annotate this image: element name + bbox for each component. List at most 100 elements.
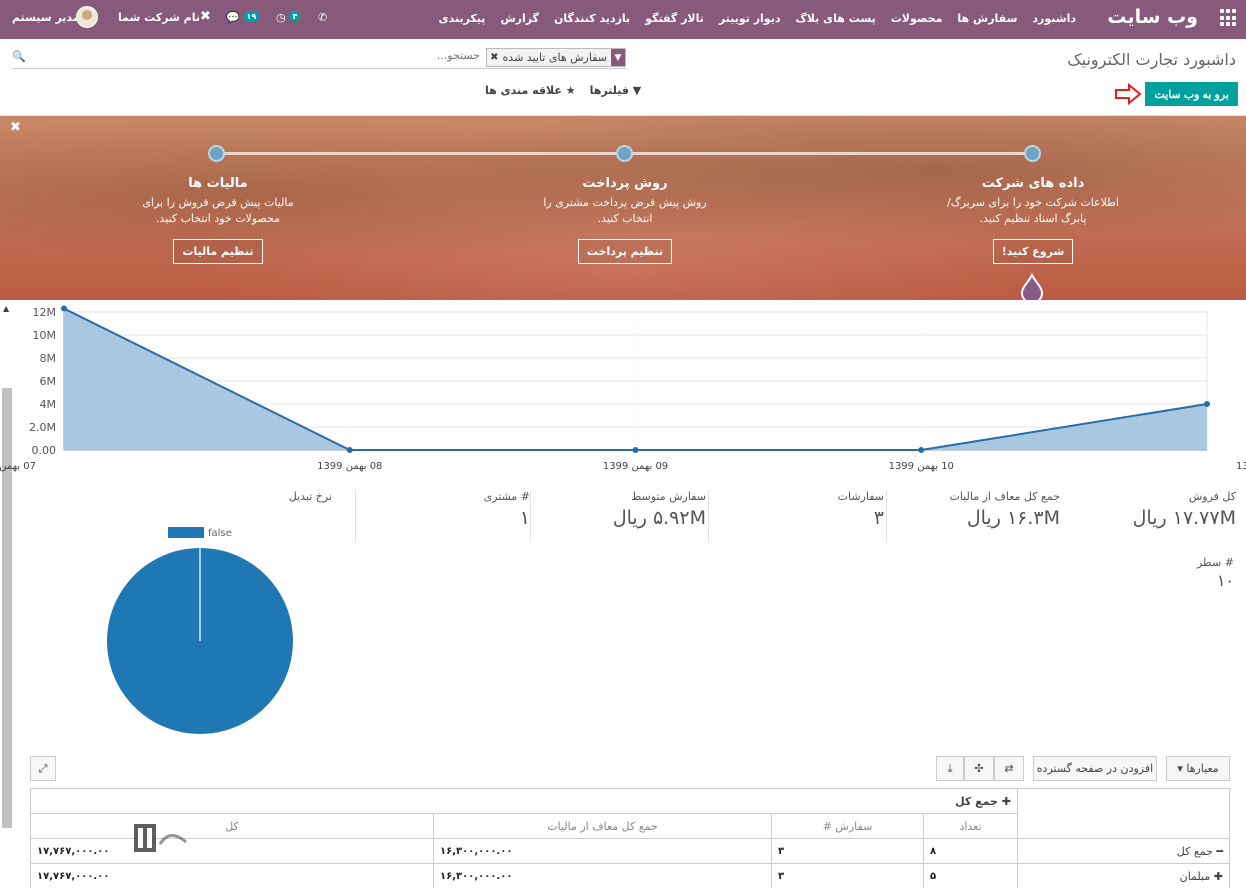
header-order-count[interactable]: سفارش # xyxy=(771,813,924,839)
y-tick-label: 2.0M xyxy=(29,421,56,434)
x-tick-label: 09 بهمن 1399 xyxy=(603,461,668,472)
phone-icon[interactable]: ✆ xyxy=(318,11,328,24)
menu-item-forum[interactable]: تالار گفتگو xyxy=(645,12,704,25)
go-to-website-button[interactable]: برو به وب سایت xyxy=(1145,82,1238,106)
cell-value[interactable]: ۸ xyxy=(923,838,1018,864)
cell-value[interactable]: ۳ xyxy=(771,838,924,864)
page-title: داشبورد تجارت الکترونیک xyxy=(1067,50,1236,69)
row-header-total[interactable]: ━ جمع کل xyxy=(1017,838,1230,864)
user-name[interactable]: مدیر سیستم xyxy=(12,11,80,24)
kpi-value: ۵.۹۲M ریال xyxy=(612,507,706,529)
step-desc: روش پیش فرض پرداخت مشتری را انتخاب کنید. xyxy=(543,196,707,225)
kpi-customers: # مشتری ۱ xyxy=(355,490,530,542)
close-icon[interactable]: ✖ xyxy=(10,120,21,135)
menu-item-dashboard[interactable]: داشبورد xyxy=(1032,12,1076,25)
kpi-label: سفارشات xyxy=(837,490,884,503)
header-quantity[interactable]: تعداد xyxy=(923,813,1018,839)
control-panel: داشبورد تجارت الکترونیک ▼ سفارش های تایی… xyxy=(0,39,1246,116)
activities-icon[interactable]: ۳ ◷ xyxy=(276,11,301,24)
kpi-lines: # سطر ۱۰ xyxy=(1197,556,1234,590)
expand-icon[interactable]: ⤢ xyxy=(30,756,56,781)
header-total[interactable]: کل xyxy=(30,813,434,839)
menu-item-visitors[interactable]: بازدید کنندگان xyxy=(553,12,631,25)
filters-dropdown[interactable]: ▼ فیلترها xyxy=(590,84,642,97)
pivot-col-group-header[interactable]: ✚ جمع کل xyxy=(30,788,1018,814)
clock-icon: ◷ xyxy=(276,11,286,24)
cell-value[interactable]: ۱۷,۷۶۷,۰۰۰.۰۰ xyxy=(30,863,434,888)
menu-item-twitter-wall[interactable]: دیوار توییتر xyxy=(718,12,781,25)
cell-value[interactable]: ۱۶,۳۰۰,۰۰۰.۰۰ xyxy=(433,863,772,888)
set-taxes-button[interactable]: تنظیم مالیات xyxy=(173,239,263,264)
cell-value[interactable]: ۵ xyxy=(923,863,1018,888)
avatar[interactable] xyxy=(76,6,98,28)
expand-all-icon[interactable]: ✣ xyxy=(964,756,994,781)
search-icon[interactable]: 🔍 xyxy=(12,50,26,63)
row-header-furniture[interactable]: ✚ مبلمان xyxy=(1017,863,1230,888)
y-tick-label: 4M xyxy=(40,398,57,411)
insert-in-spreadsheet-button[interactable]: افزودن در صفحه گسترده xyxy=(1033,756,1157,781)
app-brand[interactable]: وب سایت xyxy=(1107,6,1198,28)
facet-remove-icon[interactable]: ✖ xyxy=(490,52,499,63)
pivot-corner xyxy=(1017,788,1230,839)
y-tick-label: 12M xyxy=(33,306,57,319)
menu-item-products[interactable]: محصولات xyxy=(890,12,943,25)
x-tick-label: 08 بهمن 1399 xyxy=(317,461,382,472)
step-dot-taxes xyxy=(208,145,225,162)
menu-item-blog-posts[interactable]: پست های بلاگ xyxy=(795,12,876,25)
debug-tools-icon[interactable]: ✖ xyxy=(200,9,211,24)
table-row: ━ جمع کل ۸ ۳ ۱۶,۳۰۰,۰۰۰.۰۰ ۱۷,۷۶۷,۰۰۰.۰۰ xyxy=(30,838,1230,864)
set-payment-button[interactable]: تنظیم پرداخت xyxy=(577,239,673,264)
step-desc: مالیات پیش فرض فروش را برای محصولات خود ا… xyxy=(142,196,294,225)
favorites-label: علاقه مندی ها xyxy=(485,84,562,97)
y-tick-label: 10M xyxy=(33,329,57,342)
red-arrow-icon xyxy=(1115,83,1142,105)
drop-pointer-icon xyxy=(1020,273,1044,300)
kpi-label: نرخ تبدیل xyxy=(288,490,332,503)
legend-swatch xyxy=(168,527,204,538)
kpi-value: ۱۷.۷۷M ریال xyxy=(1132,507,1236,529)
col-group-label: جمع کل xyxy=(955,794,998,808)
minus-icon: ━ xyxy=(1216,844,1223,858)
search-facet[interactable]: ▼ سفارش های تایید شده ✖ xyxy=(486,48,626,67)
onboarding-banner: ✖ داده های شرکت اطلاعات شرکت خود را برای… xyxy=(0,116,1246,300)
activities-count: ۳ xyxy=(289,11,301,22)
page-scrollbar[interactable]: ▲ xyxy=(0,300,14,830)
header-untaxed-total[interactable]: جمع کل معاف از مالیات xyxy=(433,813,772,839)
menu-item-configuration[interactable]: پیکربندی xyxy=(438,12,486,25)
plus-icon: ✚ xyxy=(1001,794,1011,808)
step-title: داده های شرکت xyxy=(981,176,1085,191)
favorites-dropdown[interactable]: ★ علاقه مندی ها xyxy=(485,84,576,97)
sales-area-chart: 0.00 2.0M 4M 6M 8M 10M 12M 07 بهمن 1399 08 بهمن … xyxy=(0,305,1246,472)
caret-down-icon: ▾ xyxy=(1177,762,1183,775)
search-input[interactable] xyxy=(420,49,480,62)
legend-label: false xyxy=(208,528,232,539)
apps-menu-icon[interactable] xyxy=(1218,9,1236,27)
messages-icon[interactable]: ۱۹ 💬 xyxy=(226,11,260,24)
cell-value[interactable]: ۱۶,۳۰۰,۰۰۰.۰۰ xyxy=(433,838,772,864)
flip-axis-icon[interactable]: ⇄ xyxy=(994,756,1024,781)
row-label: مبلمان xyxy=(1179,869,1211,883)
scrollbar-thumb[interactable] xyxy=(2,388,12,828)
kpi-label: # سطر xyxy=(1196,556,1234,569)
conversion-pie-chart: false xyxy=(107,527,293,734)
company-name[interactable]: نام شرکت شما xyxy=(118,11,201,24)
download-icon[interactable]: ⤓ xyxy=(936,756,964,781)
kpi-orders: سفارشات ۳ xyxy=(708,490,884,542)
measures-label: معیارها xyxy=(1186,762,1219,775)
cell-value[interactable]: ۳ xyxy=(771,863,924,888)
kpi-value: ۳ xyxy=(873,507,884,529)
kpi-label: جمع کل معاف از مالیات xyxy=(949,490,1060,503)
cell-value[interactable]: ۱۷,۷۶۷,۰۰۰.۰۰ xyxy=(30,838,434,864)
messages-count: ۱۹ xyxy=(243,11,260,22)
data-point xyxy=(1204,401,1210,407)
data-point xyxy=(61,305,67,312)
menu-item-reporting[interactable]: گزارش xyxy=(500,12,539,25)
table-row: ✚ مبلمان ۵ ۳ ۱۶,۳۰۰,۰۰۰.۰۰ ۱۷,۷۶۷,۰۰۰.۰۰ xyxy=(30,863,1230,888)
scroll-up-arrow-icon[interactable]: ▲ xyxy=(3,304,10,313)
facet-label: سفارش های تایید شده xyxy=(502,51,607,64)
main-menu: داشبورد سفارش ها محصولات پست های بلاگ دی… xyxy=(439,12,1076,25)
filters-label: فیلترها xyxy=(589,84,629,97)
start-button[interactable]: شروع کنید! xyxy=(992,239,1074,264)
menu-item-orders[interactable]: سفارش ها xyxy=(957,12,1018,25)
measures-dropdown[interactable]: معیارها ▾ xyxy=(1166,756,1230,781)
